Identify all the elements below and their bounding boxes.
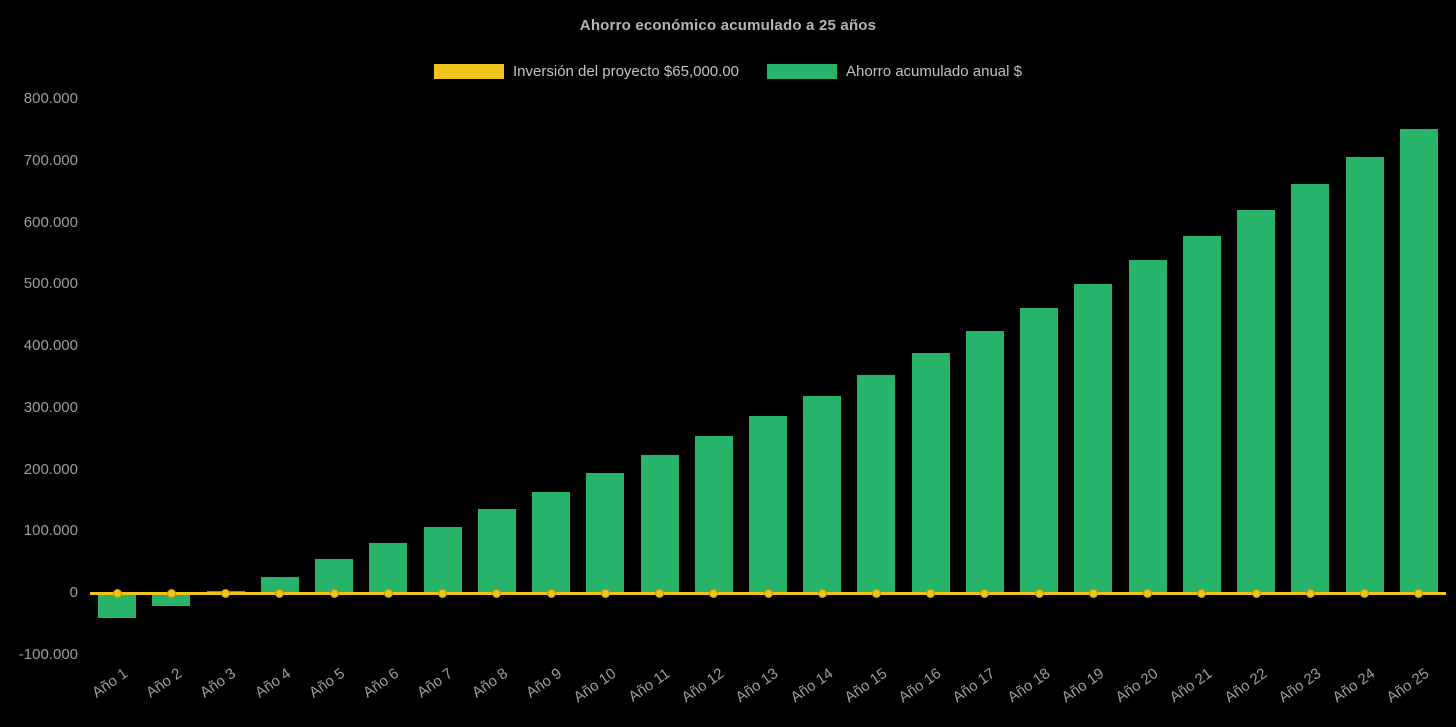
investment-line-marker-icon[interactable] (1197, 588, 1207, 598)
bar[interactable] (1399, 128, 1438, 594)
investment-line-marker-icon[interactable] (1088, 588, 1098, 598)
bar[interactable] (1182, 235, 1221, 594)
legend: Inversión del proyecto $65,000.00 Ahorro… (0, 63, 1456, 80)
investment-line-marker-icon[interactable] (1414, 588, 1424, 598)
x-tick-label: Año 24 (1329, 665, 1379, 707)
x-tick-label: Año 4 (251, 665, 294, 702)
investment-line-marker-icon[interactable] (709, 588, 719, 598)
x-tick-label: Año 1 (89, 665, 131, 702)
bar[interactable] (260, 576, 299, 594)
investment-line-marker-icon[interactable] (980, 588, 990, 598)
legend-label-investment: Inversión del proyecto $65,000.00 (513, 63, 740, 80)
legend-label-savings: Ahorro acumulado anual $ (846, 63, 1022, 80)
investment-line-marker-icon[interactable] (383, 588, 393, 598)
y-tick-label: 600.000 (23, 213, 78, 231)
investment-line-marker-icon[interactable] (926, 588, 936, 598)
chart-title: Ahorro económico acumulado a 25 años (579, 17, 877, 34)
investment-line-marker-icon[interactable] (1305, 588, 1315, 598)
y-tick-label: 300.000 (23, 398, 78, 416)
legend-item-savings[interactable]: Ahorro acumulado anual $ (767, 63, 1022, 80)
bar[interactable] (965, 330, 1004, 594)
x-tick-label: Año 19 (1058, 665, 1108, 707)
investment-line-marker-icon[interactable] (329, 588, 339, 598)
x-tick-label: Año 17 (950, 665, 999, 707)
investment-line-marker-icon[interactable] (763, 588, 773, 598)
x-tick-label: Año 6 (360, 665, 403, 702)
y-tick-label: 200.000 (23, 460, 78, 478)
investment-line-marker-icon[interactable] (275, 588, 285, 598)
y-tick-label: 700.000 (23, 151, 78, 169)
bar[interactable] (1237, 210, 1276, 594)
bar[interactable] (315, 559, 354, 594)
bar[interactable] (586, 473, 625, 594)
x-tick-label: Año 11 (625, 665, 674, 706)
x-tick-label: Año 25 (1383, 665, 1433, 707)
x-tick-label: Año 21 (1166, 665, 1216, 707)
investment-line-marker-icon[interactable] (438, 588, 448, 598)
x-tick-label: Año 3 (197, 665, 240, 702)
x-tick-label: Año 5 (305, 665, 348, 702)
investment-line-marker-icon[interactable] (546, 588, 556, 598)
investment-line-marker-icon[interactable] (1034, 588, 1044, 598)
bar[interactable] (911, 352, 950, 594)
x-tick-label: Año 18 (1004, 665, 1053, 707)
investment-line-marker-icon[interactable] (166, 588, 176, 598)
bar[interactable] (803, 395, 842, 594)
bar[interactable] (152, 593, 191, 606)
investment-line-marker-icon[interactable] (1251, 588, 1261, 598)
legend-item-investment[interactable]: Inversión del proyecto $65,000.00 (434, 63, 739, 80)
x-tick-label: Año 14 (787, 665, 837, 707)
investment-line-marker-icon[interactable] (871, 588, 881, 598)
legend-swatch-savings-icon (767, 64, 838, 79)
investment-line-marker-icon[interactable] (112, 588, 122, 598)
x-tick-label: Año 9 (522, 665, 565, 702)
investment-line-marker-icon[interactable] (600, 588, 610, 598)
x-tick-label: Año 15 (841, 665, 891, 707)
x-tick-label: Año 22 (1221, 665, 1270, 707)
investment-line-marker-icon[interactable] (221, 588, 231, 598)
bar[interactable] (1020, 307, 1059, 594)
bar[interactable] (532, 491, 571, 594)
y-tick-label: 400.000 (23, 337, 78, 355)
y-tick-label: 500.000 (23, 275, 78, 293)
x-tick-label: Año 12 (678, 665, 728, 707)
bar[interactable] (694, 435, 733, 594)
x-tick-label: Año 8 (468, 665, 511, 702)
x-tick-label: Año 16 (895, 665, 945, 707)
bar[interactable] (1291, 184, 1330, 594)
bar[interactable] (369, 543, 408, 594)
bar[interactable] (1345, 157, 1384, 594)
bar[interactable] (1128, 260, 1167, 594)
y-tick-label: 100.000 (23, 522, 78, 540)
legend-swatch-investment-icon (434, 64, 505, 79)
y-tick-label: 0 (69, 584, 78, 602)
x-tick-label: Año 10 (570, 665, 620, 707)
bar[interactable] (640, 454, 679, 594)
y-tick-label: 800.000 (23, 90, 78, 107)
x-tick-label: Año 7 (414, 665, 457, 702)
investment-line-marker-icon[interactable] (1143, 588, 1153, 598)
x-tick-label: Año 2 (143, 665, 186, 702)
x-tick-label: Año 20 (1112, 665, 1162, 707)
plot-area (90, 99, 1446, 655)
investment-line-marker-icon[interactable] (655, 588, 665, 598)
bar[interactable] (1074, 284, 1113, 594)
investment-line-marker-icon[interactable] (817, 588, 827, 598)
bar[interactable] (857, 374, 896, 594)
x-tick-label: Año 23 (1275, 665, 1325, 707)
bar[interactable] (749, 415, 787, 594)
investment-line-marker-icon[interactable] (492, 588, 502, 598)
bar[interactable] (477, 509, 516, 594)
x-tick-label: Año 13 (733, 665, 782, 707)
investment-line-marker-icon[interactable] (1360, 588, 1370, 598)
y-tick-label: -100.000 (18, 646, 78, 663)
bar[interactable] (423, 526, 462, 594)
